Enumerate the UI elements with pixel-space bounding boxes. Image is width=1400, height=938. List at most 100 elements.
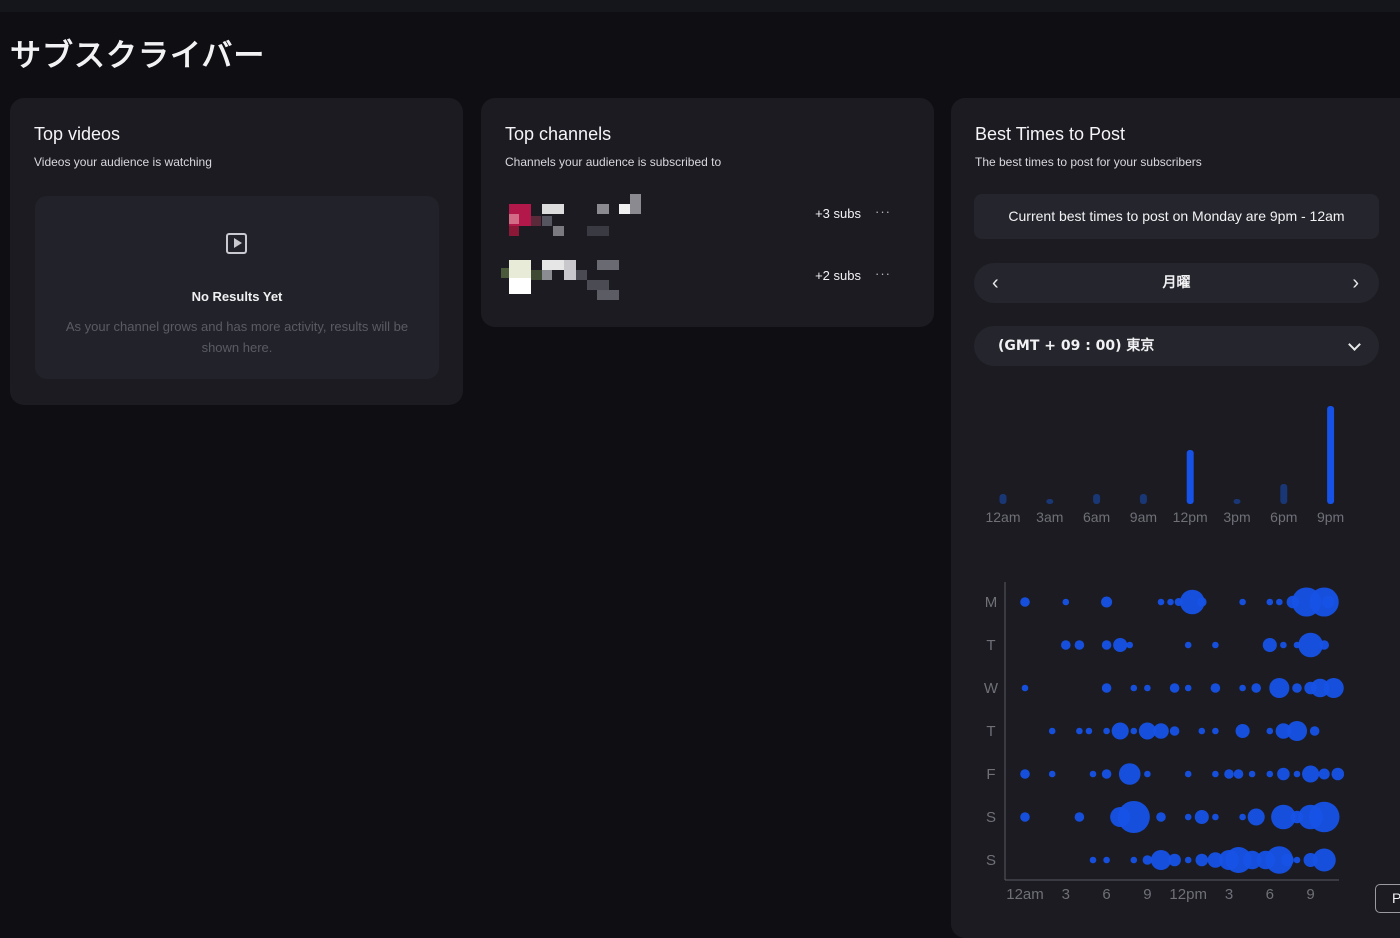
bubble [1144,684,1151,692]
bubble [1225,846,1252,874]
bar [1186,450,1194,504]
bubble [1184,770,1192,778]
bubble [1277,767,1290,781]
row-label: S [986,809,996,826]
bubble [1266,770,1274,778]
bubble [1117,800,1150,834]
row-label: M [985,594,998,611]
timezone-select[interactable]: (GMT + 09 : 00) 東京 [974,326,1379,366]
bubble [1169,726,1180,736]
x-tick-label: 12pm [1169,886,1207,903]
row-label: F [986,766,995,783]
bubble [1101,640,1112,650]
bubble [1157,598,1165,606]
bubble [1292,683,1302,693]
bar [1327,406,1335,504]
bubble [1089,770,1097,778]
bubble [1076,727,1083,735]
bar-tick-label: 9am [1130,509,1157,525]
bubble [1198,727,1206,735]
bubble [1212,770,1219,778]
bar-tick-label: 12pm [1173,509,1208,525]
play-box-icon [226,233,247,254]
bubble [1293,770,1301,778]
chevron-left-icon[interactable]: ‹ [992,272,999,294]
bubble [1323,677,1344,699]
timezone-label: (GMT + 09 : 00) 東京 [998,338,1155,354]
bubble [1101,596,1113,608]
bubble [1266,727,1274,735]
row-label: W [984,680,999,697]
bubble [1280,641,1287,649]
bubble [1212,641,1219,649]
empty-state-title: No Results Yet [191,289,283,304]
top-channels-title: Top channels [505,124,612,144]
bar [1046,499,1054,504]
bubble [1150,849,1172,871]
bubble [1269,677,1290,699]
channel-thumbnail[interactable] [501,194,651,242]
top-videos-title: Top videos [34,124,121,144]
bubble [1309,726,1320,736]
top-channels-card: Top channels Channels your audience is s… [481,98,934,327]
bubble [1275,723,1292,739]
x-tick-label: 9 [1306,886,1314,903]
bubble [1126,641,1134,649]
channel-row[interactable]: +2 subs ··· [501,256,921,304]
bar [1233,499,1241,504]
page-title: サブスクライバー [10,38,266,74]
bubble [1138,722,1156,740]
bubble [1308,801,1340,833]
channel-row[interactable]: +3 subs ··· [501,194,921,242]
chevron-right-icon[interactable]: › [1352,272,1359,294]
top-channels-subtitle: Channels your audience is subscribed to [505,155,722,169]
channel-subs-count: +2 subs [815,268,861,283]
bubble [1048,727,1056,735]
bubble [1265,846,1294,874]
bubble [1101,769,1112,779]
bar-tick-label: 6pm [1270,509,1297,525]
bubble [1239,598,1246,606]
top-videos-empty-state: No Results Yet As your channel grows and… [35,196,439,379]
bubble [1271,804,1296,830]
x-tick-label: 6 [1266,886,1274,903]
bubble [1312,848,1336,872]
bubble [1111,722,1129,740]
x-tick-label: 6 [1102,886,1110,903]
bubble [1212,813,1219,821]
bubble [1194,809,1209,825]
bubble [1048,770,1056,778]
bubble [1302,765,1320,783]
bubble [1169,683,1180,693]
bubble [1184,813,1192,821]
x-tick-label: 3 [1062,886,1070,903]
bubble [1210,683,1221,693]
bubble [1184,856,1192,864]
bar-tick-label: 3am [1036,509,1063,525]
channel-thumbnail[interactable] [501,256,651,304]
bubble [1207,852,1224,868]
bubble [1319,640,1329,650]
bar-tick-label: 9pm [1317,509,1344,525]
bubble [1251,683,1261,693]
row-label: S [986,852,996,869]
best-times-banner: Current best times to post on Monday are… [974,194,1379,239]
bubble [1179,589,1205,615]
more-options-icon[interactable]: ··· [875,266,891,281]
bubble [1020,812,1030,822]
day-selector: ‹ 月曜 › [974,263,1379,303]
bubble [1168,853,1181,867]
bubble [1156,812,1166,822]
pi-button[interactable]: Pi [1375,884,1400,913]
bubble [1233,769,1244,779]
bubble [1247,808,1265,826]
bubble [1239,684,1246,692]
bubble [1276,598,1283,606]
more-options-icon[interactable]: ··· [875,204,891,219]
bubble [1142,855,1153,865]
bubble [1286,720,1308,742]
bubble [1103,856,1110,864]
bubble [1020,597,1030,607]
bubble [1197,597,1207,607]
bubble [1242,850,1262,870]
